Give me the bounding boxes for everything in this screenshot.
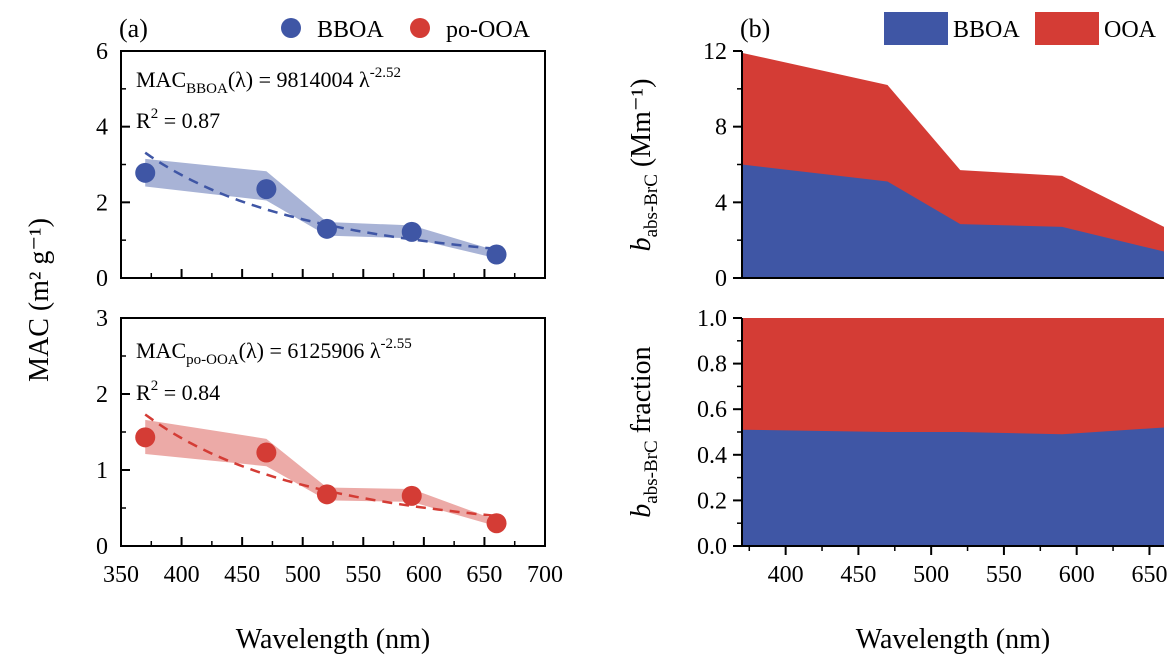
- y-tick-label: 0.8: [697, 352, 727, 378]
- bboa-fit-equation: MACBBOA(λ) = 9814004 λ-2.52: [136, 65, 401, 97]
- y-tick-label: 1: [96, 458, 108, 484]
- legend-poooa-marker: [410, 18, 430, 38]
- poooa-point: [316, 484, 337, 505]
- y-tick-label: 1.0: [697, 306, 727, 332]
- y-tick-label: 12: [703, 39, 727, 65]
- x-tick-label: 600: [406, 562, 442, 588]
- y-tick-label: 2: [96, 190, 108, 216]
- plot-b-bottom-x-ticks: 400 450 500 550 600 650: [748, 546, 1167, 588]
- panel-b: (b) BBOA OOA 0 4 8 12 0.0 0.2 0.4 0.6 0.8 1.0 40…: [626, 12, 1167, 655]
- x-tick-label: 550: [345, 562, 381, 588]
- y-tick-label: 0.0: [697, 534, 727, 560]
- bboa-point: [135, 162, 156, 183]
- panel-b-x-axis-label: Wavelength (nm): [856, 624, 1050, 655]
- poooa-r-squared: R2 = 0.84: [136, 378, 220, 405]
- legend-bboa-swatch: [884, 12, 948, 45]
- panel-a-legend: BBOA po-OOA: [281, 17, 531, 43]
- legend-b-bboa-label: BBOA: [953, 17, 1020, 43]
- poooa-point: [135, 427, 156, 448]
- plot-a-bottom: 0 1 2 3 350 400 450 500 550 600 650 700 MACpo-OOA(…: [96, 306, 563, 588]
- x-tick-label: 700: [527, 562, 563, 588]
- x-tick-label: 500: [913, 562, 949, 588]
- poooa-fit-equation: MACpo-OOA(λ) = 6125906 λ-2.55: [136, 336, 412, 368]
- legend-poooa-label: po-OOA: [446, 17, 531, 43]
- legend-ooa-swatch: [1035, 12, 1099, 45]
- panel-b-legend: BBOA OOA: [884, 12, 1157, 45]
- poooa-points: [135, 427, 507, 534]
- x-tick-label: 650: [1131, 562, 1167, 588]
- poooa-point: [256, 442, 277, 463]
- plot-b-bottom: 0.0 0.2 0.4 0.6 0.8 1.0 400 450 500 550 600 650: [697, 306, 1167, 588]
- plot-a-bottom-y-ticks: 0 1 2 3: [96, 306, 130, 560]
- bboa-point: [256, 179, 277, 200]
- y-tick-label: 8: [715, 115, 727, 141]
- x-tick-label: 500: [285, 562, 321, 588]
- plot-b-top-y-ticks: 0 4 8 12: [703, 39, 742, 292]
- bboa-r-squared: R2 = 0.87: [136, 106, 220, 133]
- y-tick-label: 0.4: [697, 443, 727, 469]
- bboa-area: [742, 164, 1164, 278]
- panel-b-label: (b): [740, 14, 770, 43]
- plot-b-top: 0 4 8 12: [703, 39, 1164, 292]
- y-tick-label: 0: [715, 266, 727, 292]
- bboa-fraction-area: [742, 427, 1164, 546]
- poooa-uncertainty-band: [145, 419, 497, 527]
- y-tick-label: 0: [96, 266, 108, 292]
- y-tick-label: 4: [96, 115, 108, 141]
- y-tick-label: 0: [96, 534, 108, 560]
- plot-b-bottom-y-ticks: 0.0 0.2 0.4 0.6 0.8 1.0: [697, 306, 742, 560]
- panel-a-y-axis-label: MAC (m² g⁻¹): [24, 218, 55, 382]
- y-tick-label: 3: [96, 306, 108, 332]
- plot-a-top: 0 2 4 6 MACBBOA(λ) = 9814004 λ-2.52 R2 = 0.…: [96, 39, 546, 292]
- bboa-points: [135, 162, 507, 265]
- y-tick-label: 6: [96, 39, 108, 65]
- legend-b-ooa-label: OOA: [1104, 17, 1157, 43]
- panel-a-label: (a): [119, 14, 148, 43]
- panel-b-bottom-y-axis-label: babs-BrC fraction: [626, 346, 662, 517]
- x-tick-label: 450: [224, 562, 260, 588]
- poooa-point: [486, 513, 507, 534]
- bboa-point: [316, 218, 337, 239]
- bboa-point: [486, 244, 507, 265]
- bboa-point: [401, 221, 422, 242]
- panel-a-x-axis-label: Wavelength (nm): [236, 624, 430, 655]
- x-tick-label: 350: [103, 562, 139, 588]
- plot-a-bottom-x-ticks: 350 400 450 500 550 600 650 700: [103, 537, 563, 588]
- y-tick-label: 0.2: [697, 488, 727, 514]
- panel-b-top-y-axis-label: babs-BrC (Mm⁻¹): [626, 79, 662, 252]
- y-tick-label: 0.6: [697, 397, 727, 423]
- legend-bboa-label: BBOA: [317, 17, 384, 43]
- y-tick-label: 2: [96, 382, 108, 408]
- plot-a-top-x-ticks: [120, 269, 546, 278]
- plot-a-top-y-ticks: 0 2 4 6: [96, 39, 130, 292]
- poooa-point: [401, 485, 422, 506]
- x-tick-label: 450: [840, 562, 876, 588]
- y-tick-label: 4: [715, 190, 727, 216]
- x-tick-label: 400: [768, 562, 804, 588]
- x-tick-label: 400: [164, 562, 200, 588]
- x-tick-label: 550: [986, 562, 1022, 588]
- legend-bboa-marker: [281, 18, 301, 38]
- x-tick-label: 600: [1059, 562, 1095, 588]
- x-tick-label: 650: [466, 562, 502, 588]
- panel-a: (a) BBOA po-OOA 0 2 4 6 MACBBOA(λ) = 981400…: [24, 14, 563, 655]
